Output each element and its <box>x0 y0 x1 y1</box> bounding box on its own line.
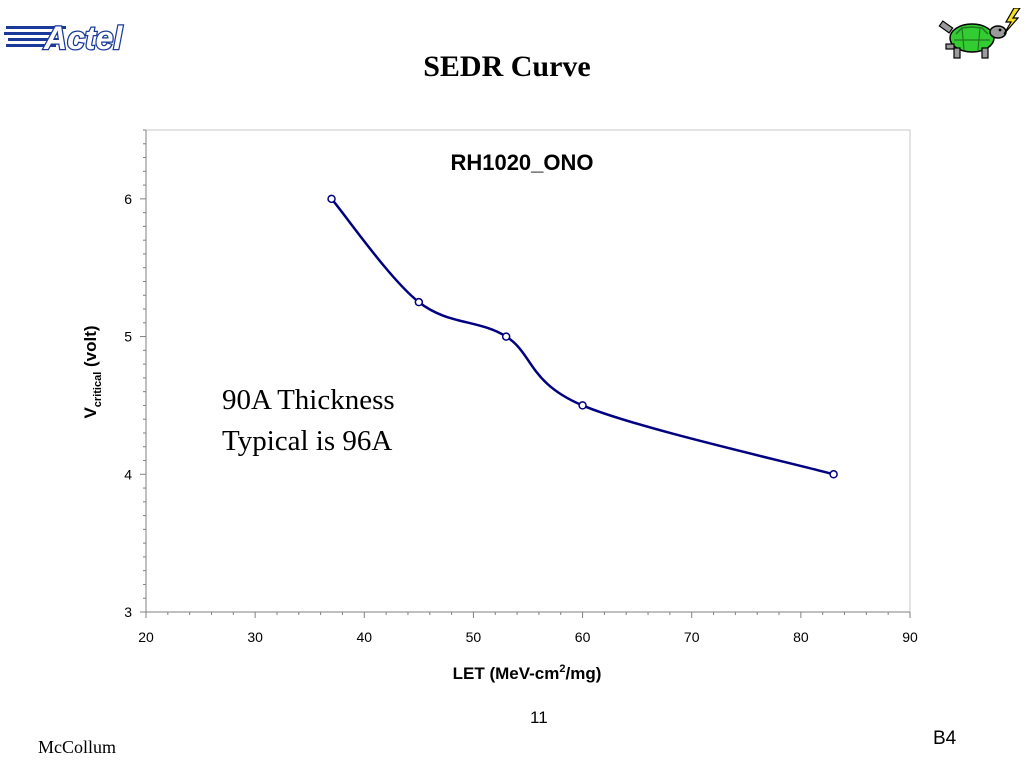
data-point <box>578 401 587 410</box>
turtle-icon <box>938 8 1021 59</box>
lightning-bolt-icon <box>1003 8 1021 35</box>
data-point <box>501 332 511 341</box>
y-tick-label: 4 <box>124 466 132 482</box>
plot-border <box>145 129 911 613</box>
chart-title: RH1020_ONO <box>450 150 593 175</box>
x-axis-label: LET (MeV-cm2/mg) <box>453 663 602 683</box>
x-tick-label: 60 <box>575 629 591 645</box>
y-tick-label: 5 <box>124 329 132 345</box>
data-point <box>414 297 424 307</box>
actel-logo-text: Actel <box>43 20 123 56</box>
x-tick-label: 20 <box>138 629 154 645</box>
series-line <box>327 194 838 479</box>
x-tick-label: 80 <box>793 629 809 645</box>
x-tick-label: 70 <box>684 629 700 645</box>
x-tick-label: 40 <box>356 629 372 645</box>
annotation-typical: Typical is 96A <box>222 425 393 457</box>
data-point <box>327 194 336 204</box>
slide-code: B4 <box>933 728 957 749</box>
slide-title: SEDR Curve <box>423 50 591 83</box>
page-number: 11 <box>530 708 548 727</box>
y-tick-label: 3 <box>124 604 132 620</box>
series-path <box>330 198 834 476</box>
actel-logo: Actel <box>4 19 125 57</box>
footer-author: McCollum <box>38 737 117 757</box>
y-tick-label: 6 <box>124 191 132 207</box>
x-tick-label: 50 <box>466 629 482 645</box>
axis-ticks: 20 30 40 50 60 70 80 90 3 4 5 6 <box>124 129 918 645</box>
annotation-thickness: 90A Thickness <box>222 384 395 416</box>
x-tick-label: 30 <box>247 629 263 645</box>
y-axis-label: Vcritical (volt) <box>81 325 104 418</box>
plot-area <box>145 129 911 613</box>
data-point <box>829 470 838 479</box>
x-tick-label: 90 <box>902 629 918 645</box>
